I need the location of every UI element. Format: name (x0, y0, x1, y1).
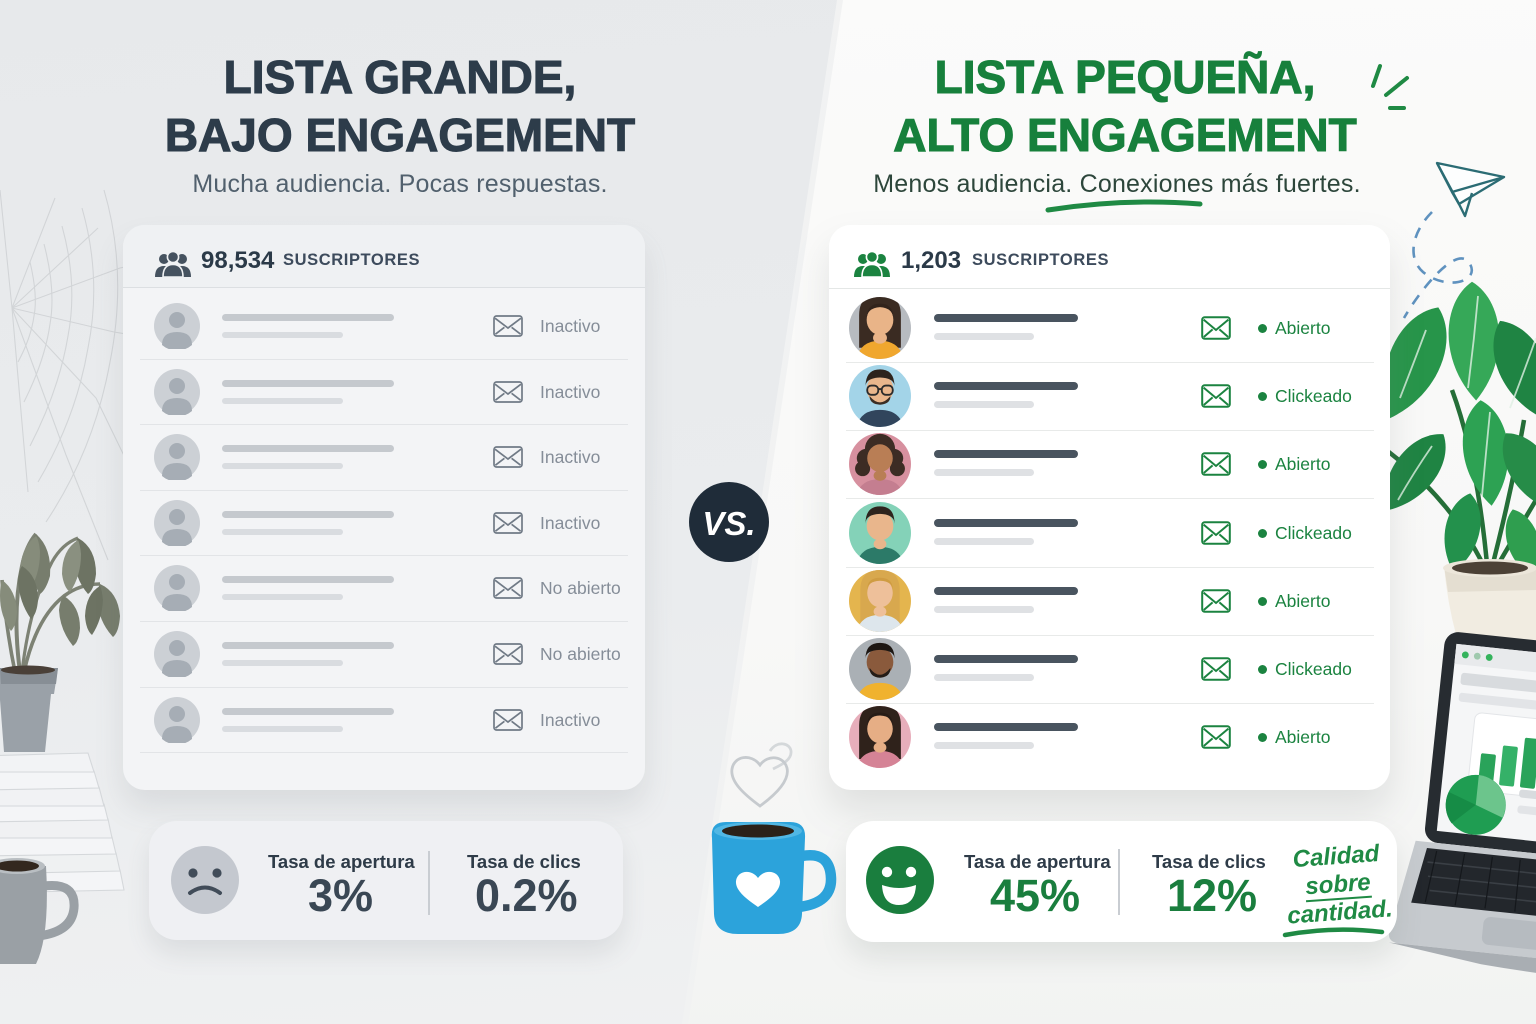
svg-text:VS.: VS. (702, 505, 755, 542)
